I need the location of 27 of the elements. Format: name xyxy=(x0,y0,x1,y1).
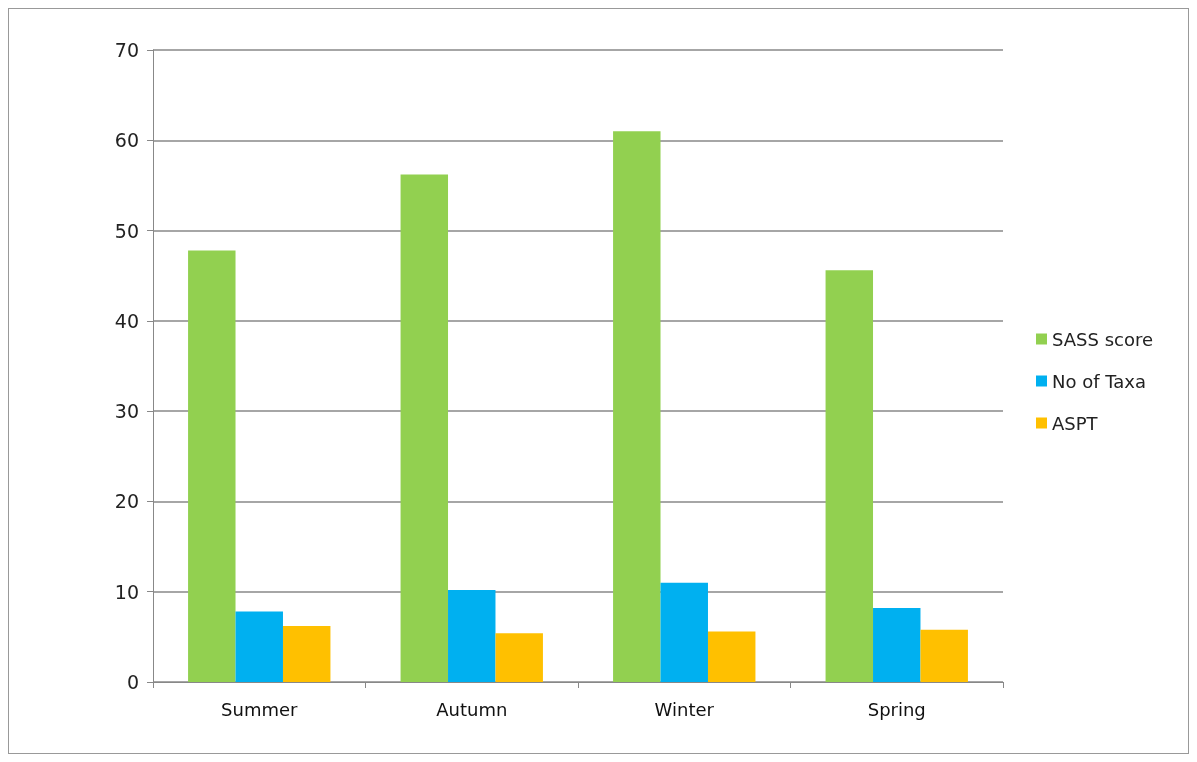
y-tick-label: 40 xyxy=(114,309,139,332)
legend-label: SASS score xyxy=(1051,328,1153,350)
y-tick-label: 70 xyxy=(114,39,139,61)
bar xyxy=(613,131,661,682)
y-tick-label: 20 xyxy=(114,490,139,513)
y-tick-label: 30 xyxy=(114,400,139,423)
x-tick-label: Autumn xyxy=(436,698,508,720)
y-tick-label: 0 xyxy=(126,671,139,693)
y-tick-label: 60 xyxy=(114,129,139,152)
y-tick-label: 10 xyxy=(114,580,139,603)
bar xyxy=(235,611,283,682)
bar xyxy=(495,633,543,682)
x-tick-label: Spring xyxy=(867,698,926,720)
bar xyxy=(825,270,874,682)
legend-label: No of Taxa xyxy=(1051,370,1146,392)
bar xyxy=(873,607,921,682)
bar xyxy=(282,626,331,682)
bar xyxy=(707,631,756,682)
x-tick-label: Summer xyxy=(221,698,299,720)
bar xyxy=(400,174,449,682)
bar xyxy=(448,589,496,682)
bar xyxy=(660,582,708,682)
y-tick-label: 50 xyxy=(114,219,139,242)
bar xyxy=(920,629,968,682)
bar xyxy=(188,250,236,682)
legend-label: ASPT xyxy=(1051,412,1099,434)
x-tick-label: Winter xyxy=(654,698,715,720)
